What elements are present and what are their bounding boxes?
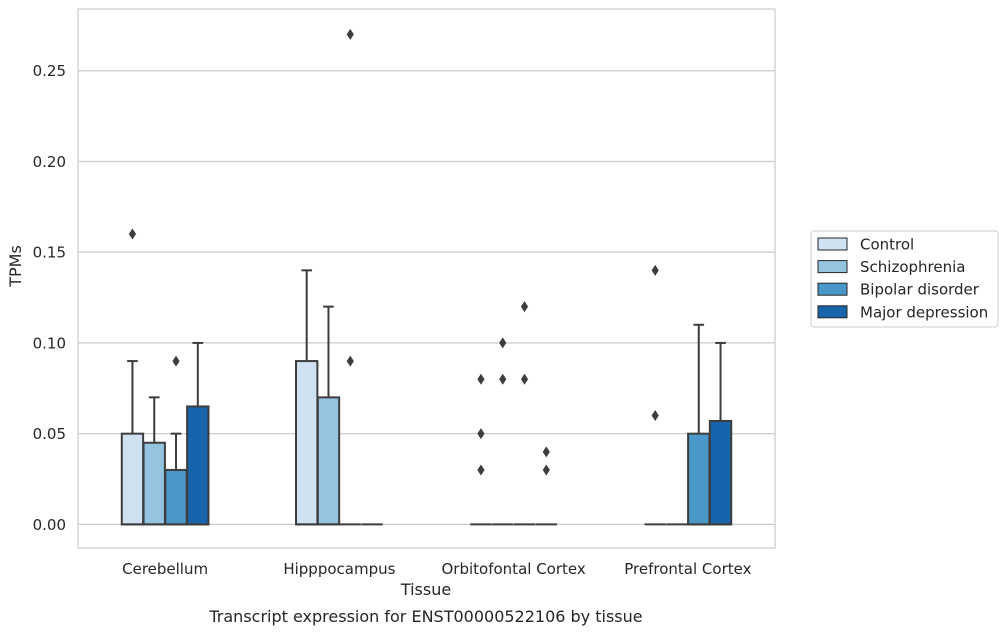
outlier-point <box>520 301 529 313</box>
legend: Control Schizophrenia Bipolar disorder Majo… <box>810 230 999 328</box>
box-1-0 <box>142 396 166 526</box>
x-tick-label: Hipppocampus <box>283 560 395 578</box>
box-body <box>120 432 145 526</box>
box-1-2 <box>492 337 514 526</box>
y-tick-label: 0.10 <box>33 334 66 352</box>
y-tick-label: 0.20 <box>33 153 66 171</box>
box-3-2 <box>535 446 557 526</box>
y-tick-label: 0.25 <box>33 62 66 80</box>
outlier-point <box>346 28 354 40</box>
box-body <box>164 468 188 526</box>
outlier-point <box>346 355 354 367</box>
box-2-3 <box>687 323 711 526</box>
legend-swatch <box>817 237 848 251</box>
legend-swatch <box>817 260 848 274</box>
plot-layer <box>120 28 733 526</box>
legend-swatch <box>817 305 848 319</box>
box-2-2 <box>513 301 536 526</box>
outlier-point <box>128 228 137 240</box>
y-tick-label: 0.05 <box>33 425 66 443</box>
outlier-point <box>542 464 550 476</box>
x-axis-label: Tissue <box>400 580 451 599</box>
outlier-point <box>477 373 485 385</box>
legend-frame <box>810 230 999 328</box>
box-body <box>316 396 341 526</box>
y-axis-label: TPMs <box>6 245 25 288</box>
outlier-point <box>172 355 180 367</box>
box-body <box>186 405 210 526</box>
outlier-point <box>520 373 529 385</box>
box-body <box>142 441 166 526</box>
legend-items: Control Schizophrenia Bipolar disorder Majo… <box>817 236 988 321</box>
box-2-0 <box>164 355 188 526</box>
outlier-point <box>499 337 507 349</box>
legend-swatch <box>817 282 848 296</box>
outlier-point <box>651 264 659 276</box>
legend-label: Bipolar disorder <box>860 281 980 299</box>
grid-layer <box>78 70 775 526</box>
legend-label: Major depression <box>860 303 988 321</box>
box-2-1 <box>339 28 361 526</box>
legend-label: Schizophrenia <box>860 258 965 276</box>
plot-frame <box>77 8 776 549</box>
box-3-3 <box>708 341 733 526</box>
outlier-point <box>477 464 485 476</box>
outlier-point <box>542 446 550 458</box>
box-body <box>295 360 319 526</box>
box-1-1 <box>316 305 341 526</box>
outlier-point <box>477 428 485 440</box>
x-tick-label: Cerebellum <box>122 560 208 578</box>
box-0-0 <box>120 228 145 526</box>
chart-title: Transcript expression for ENST0000052210… <box>208 607 642 626</box>
y-tick-label: 0.00 <box>33 516 66 534</box>
x-tick-label: Orbitofontal Cortex <box>442 560 586 578</box>
box-0-1 <box>295 269 319 526</box>
legend-label: Control <box>860 236 914 254</box>
outlier-point <box>651 410 659 422</box>
box-0-3 <box>644 264 666 526</box>
y-tick-labels: 0.00 0.05 0.10 0.15 0.20 0.25 <box>33 62 66 534</box>
box-0-2 <box>470 373 492 526</box>
box-body <box>687 432 711 526</box>
outlier-point <box>499 373 507 385</box>
box-body <box>708 419 733 526</box>
x-tick-labels: Cerebellum Hipppocampus Orbitofontal Corte… <box>122 560 751 578</box>
box-3-0 <box>186 341 210 526</box>
y-tick-label: 0.15 <box>33 244 66 262</box>
x-tick-label: Prefrontal Cortex <box>624 560 751 578</box>
